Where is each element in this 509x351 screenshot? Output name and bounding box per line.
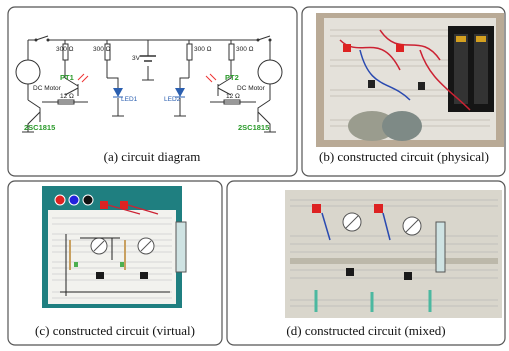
photo-physical-rect: [476, 36, 486, 42]
virtual-breadboard-rect: [120, 201, 128, 209]
photo-mixed-g-rect: [404, 272, 412, 280]
photo-mixed-rect: [312, 204, 321, 213]
photo-mixed-rect: [290, 258, 498, 264]
virtual-breadboard-rect: [100, 201, 108, 209]
virtual-breadboard-circle: [83, 195, 93, 205]
caption-text: (d) constructed circuit (mixed): [286, 323, 445, 338]
circuit-label-text: DC Motor: [237, 85, 266, 92]
virtual-breadboard-g-rect: [74, 262, 78, 267]
circuit-diagram-circle: [269, 39, 272, 42]
photo-physical-rect: [343, 44, 351, 52]
photo-mixed: [285, 190, 502, 318]
circuit-label-text: 12 Ω: [60, 93, 74, 100]
circuit-label-text: 300 Ω: [93, 46, 111, 53]
circuit-diagram-g-rect: [187, 44, 192, 60]
circuit-diagram-circle: [258, 60, 282, 84]
circuit-label-text: 300 Ω: [194, 46, 212, 53]
circuit-label-text: 12 Ω: [226, 93, 240, 100]
caption-text: (a) circuit diagram: [104, 149, 201, 164]
photo-physical-rect: [456, 36, 466, 42]
circuit-label-text: LED2: [164, 96, 181, 103]
virtual-breadboard-g-rect: [140, 272, 148, 279]
circuit-diagram-path: [140, 56, 156, 61]
photo-physical-ellipse: [382, 111, 422, 141]
photo-physical-rect: [368, 80, 375, 88]
photo-physical-rect: [418, 82, 425, 90]
circuit-label-text: DC Motor: [33, 85, 62, 92]
virtual-breadboard-g-rect: [96, 272, 104, 279]
photo-physical-rect: [474, 34, 488, 104]
circuit-diagram-circle: [257, 39, 260, 42]
circuit-label-text: PT2: [225, 73, 239, 82]
photo-mixed-rect: [374, 204, 383, 213]
circuit-diagram-g-rect: [229, 44, 234, 60]
circuit-label-text: 2SC1815: [238, 123, 269, 132]
photo-physical: [316, 13, 504, 147]
circuit-label-text: LED1: [121, 96, 138, 103]
photo-mixed-g-rect: [346, 268, 354, 276]
circuit-diagram-path: [142, 40, 154, 80]
virtual-breadboard-rect: [176, 222, 186, 272]
circuit-label-text: 2SC1815: [24, 123, 55, 132]
figure: 300 Ω 300 Ω 300 Ω 300 Ω 12 Ω 12 Ω 3V DC …: [0, 0, 509, 351]
circuit-diagram-path: [78, 74, 216, 82]
circuit-label-text: 300 Ω: [236, 46, 254, 53]
virtual-breadboard-g-rect: [120, 262, 124, 267]
circuit-label-text: 3V: [132, 55, 141, 62]
caption-text: (c) constructed circuit (virtual): [35, 323, 195, 338]
circuit-label-text: PT1: [60, 73, 74, 82]
circuit-diagram-g: [58, 44, 240, 104]
photo-physical-rect: [396, 44, 404, 52]
virtual-breadboard: [42, 186, 186, 308]
photo-mixed-rect: [436, 222, 445, 272]
photo-physical-rect: [454, 34, 468, 104]
virtual-breadboard-circle: [69, 195, 79, 205]
circuit-label-text: 300 Ω: [56, 46, 74, 53]
circuit-diagram-circle: [47, 39, 50, 42]
circuit-diagram-circle: [35, 39, 38, 42]
circuit-diagram-circle: [16, 60, 40, 84]
virtual-breadboard-circle: [55, 195, 65, 205]
caption-text: (b) constructed circuit (physical): [319, 149, 489, 164]
